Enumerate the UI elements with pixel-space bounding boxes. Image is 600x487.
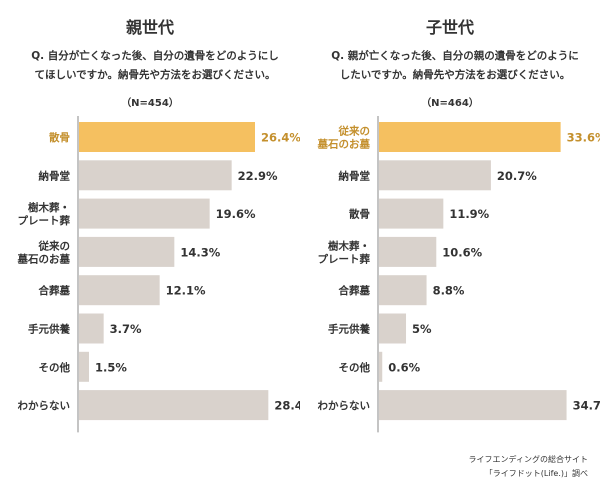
category-label: わからない (318, 400, 371, 412)
category-label: 従来の (338, 125, 371, 138)
category-label: 手元供養 (28, 323, 70, 336)
bar (79, 390, 269, 421)
category-label: プレート葬 (18, 214, 71, 227)
question-text: Q. 親が亡くなった後、自分の親の遺骨をどのように したいですか。納骨先や方法を… (320, 47, 590, 85)
bar (379, 236, 437, 267)
value-label: 3.7% (110, 322, 142, 336)
panel-title: 子世代 (425, 18, 474, 37)
category-label: 手元供養 (328, 323, 370, 336)
sample-size: （N=454） (121, 98, 179, 109)
category-label: 合葬墓 (338, 284, 371, 297)
child-generation-panel: 子世代 Q. 親が亡くなった後、自分の親の遺骨をどのように したいですか。納骨先… (300, 0, 600, 487)
category-label: 墓石のお墓 (317, 138, 371, 151)
bar (379, 351, 383, 382)
question-line: Q. 親が亡くなった後、自分の親の遺骨をどのように (331, 50, 579, 62)
value-label: 12.1% (166, 284, 206, 298)
value-label: 8.8% (433, 284, 465, 298)
question-text: Q. 自分が亡くなった後、自分の遺骨をどのようにし てほしいですか。納骨先や方法… (20, 47, 290, 85)
bar (379, 160, 491, 191)
value-label: 10.6% (442, 245, 482, 259)
credit-line: ライフエンディングの総合サイト (468, 455, 588, 464)
bar (79, 236, 175, 267)
category-label: 墓石のお墓 (17, 252, 71, 265)
category-label: 散骨 (49, 131, 70, 144)
bar (79, 122, 255, 152)
bar (79, 313, 104, 344)
value-label: 33.6% (567, 131, 600, 145)
category-label: 散骨 (349, 208, 370, 221)
category-label: 樹木葬・ (28, 201, 70, 214)
category-label: その他 (39, 361, 71, 374)
bar (379, 313, 407, 344)
value-label: 22.9% (238, 169, 278, 183)
credit-line: 「ライフドット(Life.)」調べ (484, 469, 588, 478)
category-label: その他 (339, 361, 371, 374)
value-label: 34.7% (573, 399, 600, 413)
value-label: 19.6% (216, 207, 256, 221)
category-label: プレート葬 (318, 252, 371, 265)
category-label: 納骨堂 (39, 169, 71, 182)
category-label: 従来の (38, 239, 71, 252)
value-label: 5% (412, 322, 432, 336)
bar (79, 160, 232, 191)
bar (79, 351, 89, 382)
bar (79, 275, 160, 306)
value-label: 26.4% (261, 131, 300, 145)
parent-generation-panel: 親世代 Q. 自分が亡くなった後、自分の遺骨をどのようにし てほしいですか。納骨… (17, 18, 300, 433)
value-label: 20.7% (497, 169, 537, 183)
value-label: 14.3% (180, 245, 220, 259)
category-label: 合葬墓 (38, 284, 71, 297)
bar (379, 275, 427, 306)
bar (379, 198, 444, 229)
value-label: 0.6% (388, 360, 420, 374)
category-label: わからない (18, 400, 71, 412)
sample-size: （N=464） (421, 98, 479, 109)
value-label: 28.4% (274, 399, 300, 413)
question-line: Q. 自分が亡くなった後、自分の遺骨をどのようにし (31, 50, 279, 62)
question-line: したいですか。納骨先や方法をお選びください。 (339, 69, 571, 81)
bar (79, 198, 210, 229)
category-label: 樹木葬・ (328, 239, 370, 252)
value-label: 1.5% (95, 360, 127, 374)
bar (379, 390, 567, 421)
bar (379, 122, 561, 152)
panel-title: 親世代 (125, 18, 174, 37)
source-credit: ライフエンディングの総合サイト 「ライフドット(Life.)」調べ (469, 453, 588, 481)
value-label: 11.9% (449, 207, 489, 221)
category-label: 納骨堂 (339, 169, 371, 182)
question-line: てほしいですか。納骨先や方法をお選びください。 (34, 69, 276, 81)
